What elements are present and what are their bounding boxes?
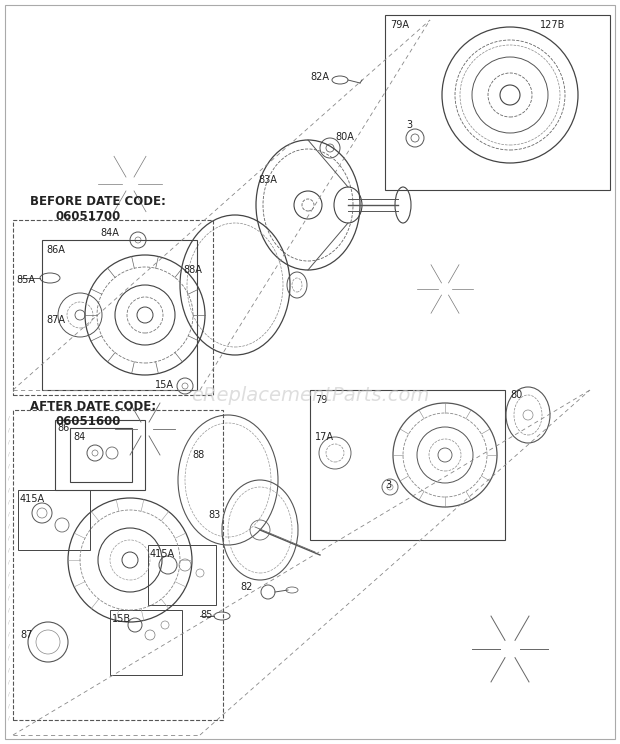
Text: /: / <box>8 655 10 660</box>
Bar <box>310 390 505 540</box>
Text: /: / <box>8 415 10 420</box>
Text: AFTER DATE CODE:: AFTER DATE CODE: <box>30 400 156 413</box>
Text: 06051700: 06051700 <box>55 210 120 223</box>
Bar <box>42 240 197 390</box>
Text: /: / <box>8 619 10 624</box>
Text: /: / <box>8 451 10 456</box>
Bar <box>18 490 90 550</box>
Text: /: / <box>8 499 10 504</box>
Text: 82A: 82A <box>310 72 329 82</box>
Text: /: / <box>8 667 10 672</box>
Text: 80A: 80A <box>335 132 354 142</box>
Text: /: / <box>8 475 10 480</box>
Text: 87: 87 <box>20 630 32 640</box>
Text: /: / <box>8 487 10 492</box>
Text: 17A: 17A <box>315 432 334 442</box>
Bar <box>70 428 132 482</box>
Bar <box>148 545 216 605</box>
Text: /: / <box>8 547 10 552</box>
Text: /: / <box>8 643 10 648</box>
Text: /: / <box>8 595 10 600</box>
Text: 415A: 415A <box>20 494 45 504</box>
Text: /: / <box>8 679 10 684</box>
Text: /: / <box>8 535 10 540</box>
Text: 06051600: 06051600 <box>55 415 120 428</box>
Text: /: / <box>8 511 10 516</box>
Text: 15B: 15B <box>112 614 131 624</box>
Text: 88: 88 <box>192 450 204 460</box>
Text: 79: 79 <box>315 395 327 405</box>
Text: 415A: 415A <box>150 549 175 559</box>
Text: /: / <box>8 703 10 708</box>
Text: 79A: 79A <box>390 20 409 30</box>
Text: 84A: 84A <box>100 228 119 238</box>
Text: /: / <box>8 559 10 564</box>
Text: 86: 86 <box>57 423 69 433</box>
Text: /: / <box>8 523 10 528</box>
Text: /: / <box>8 607 10 612</box>
Text: /: / <box>8 463 10 468</box>
Text: 85: 85 <box>200 610 213 620</box>
Text: 83: 83 <box>208 510 220 520</box>
Text: /: / <box>8 631 10 636</box>
Text: 86A: 86A <box>46 245 65 255</box>
Text: 3: 3 <box>406 120 412 130</box>
Text: /: / <box>8 691 10 696</box>
Bar <box>13 220 213 395</box>
Text: /: / <box>8 583 10 588</box>
Text: /: / <box>8 439 10 444</box>
Text: 83A: 83A <box>258 175 277 185</box>
Text: 15A: 15A <box>155 380 174 390</box>
Text: 82: 82 <box>240 582 252 592</box>
Text: 88A: 88A <box>183 265 202 275</box>
Text: eReplacementParts.com: eReplacementParts.com <box>191 385 429 405</box>
Bar <box>385 15 610 190</box>
Bar <box>110 610 182 675</box>
Bar <box>55 420 145 490</box>
Text: 80: 80 <box>510 390 522 400</box>
Text: BEFORE DATE CODE:: BEFORE DATE CODE: <box>30 195 166 208</box>
Text: 84: 84 <box>73 432 86 442</box>
Text: 85A: 85A <box>16 275 35 285</box>
Text: 87A: 87A <box>46 315 65 325</box>
Text: /: / <box>8 427 10 432</box>
Text: 3: 3 <box>385 480 391 490</box>
Text: /: / <box>8 715 10 720</box>
Bar <box>13 410 223 720</box>
Text: 127B: 127B <box>539 20 565 30</box>
Text: /: / <box>8 571 10 576</box>
